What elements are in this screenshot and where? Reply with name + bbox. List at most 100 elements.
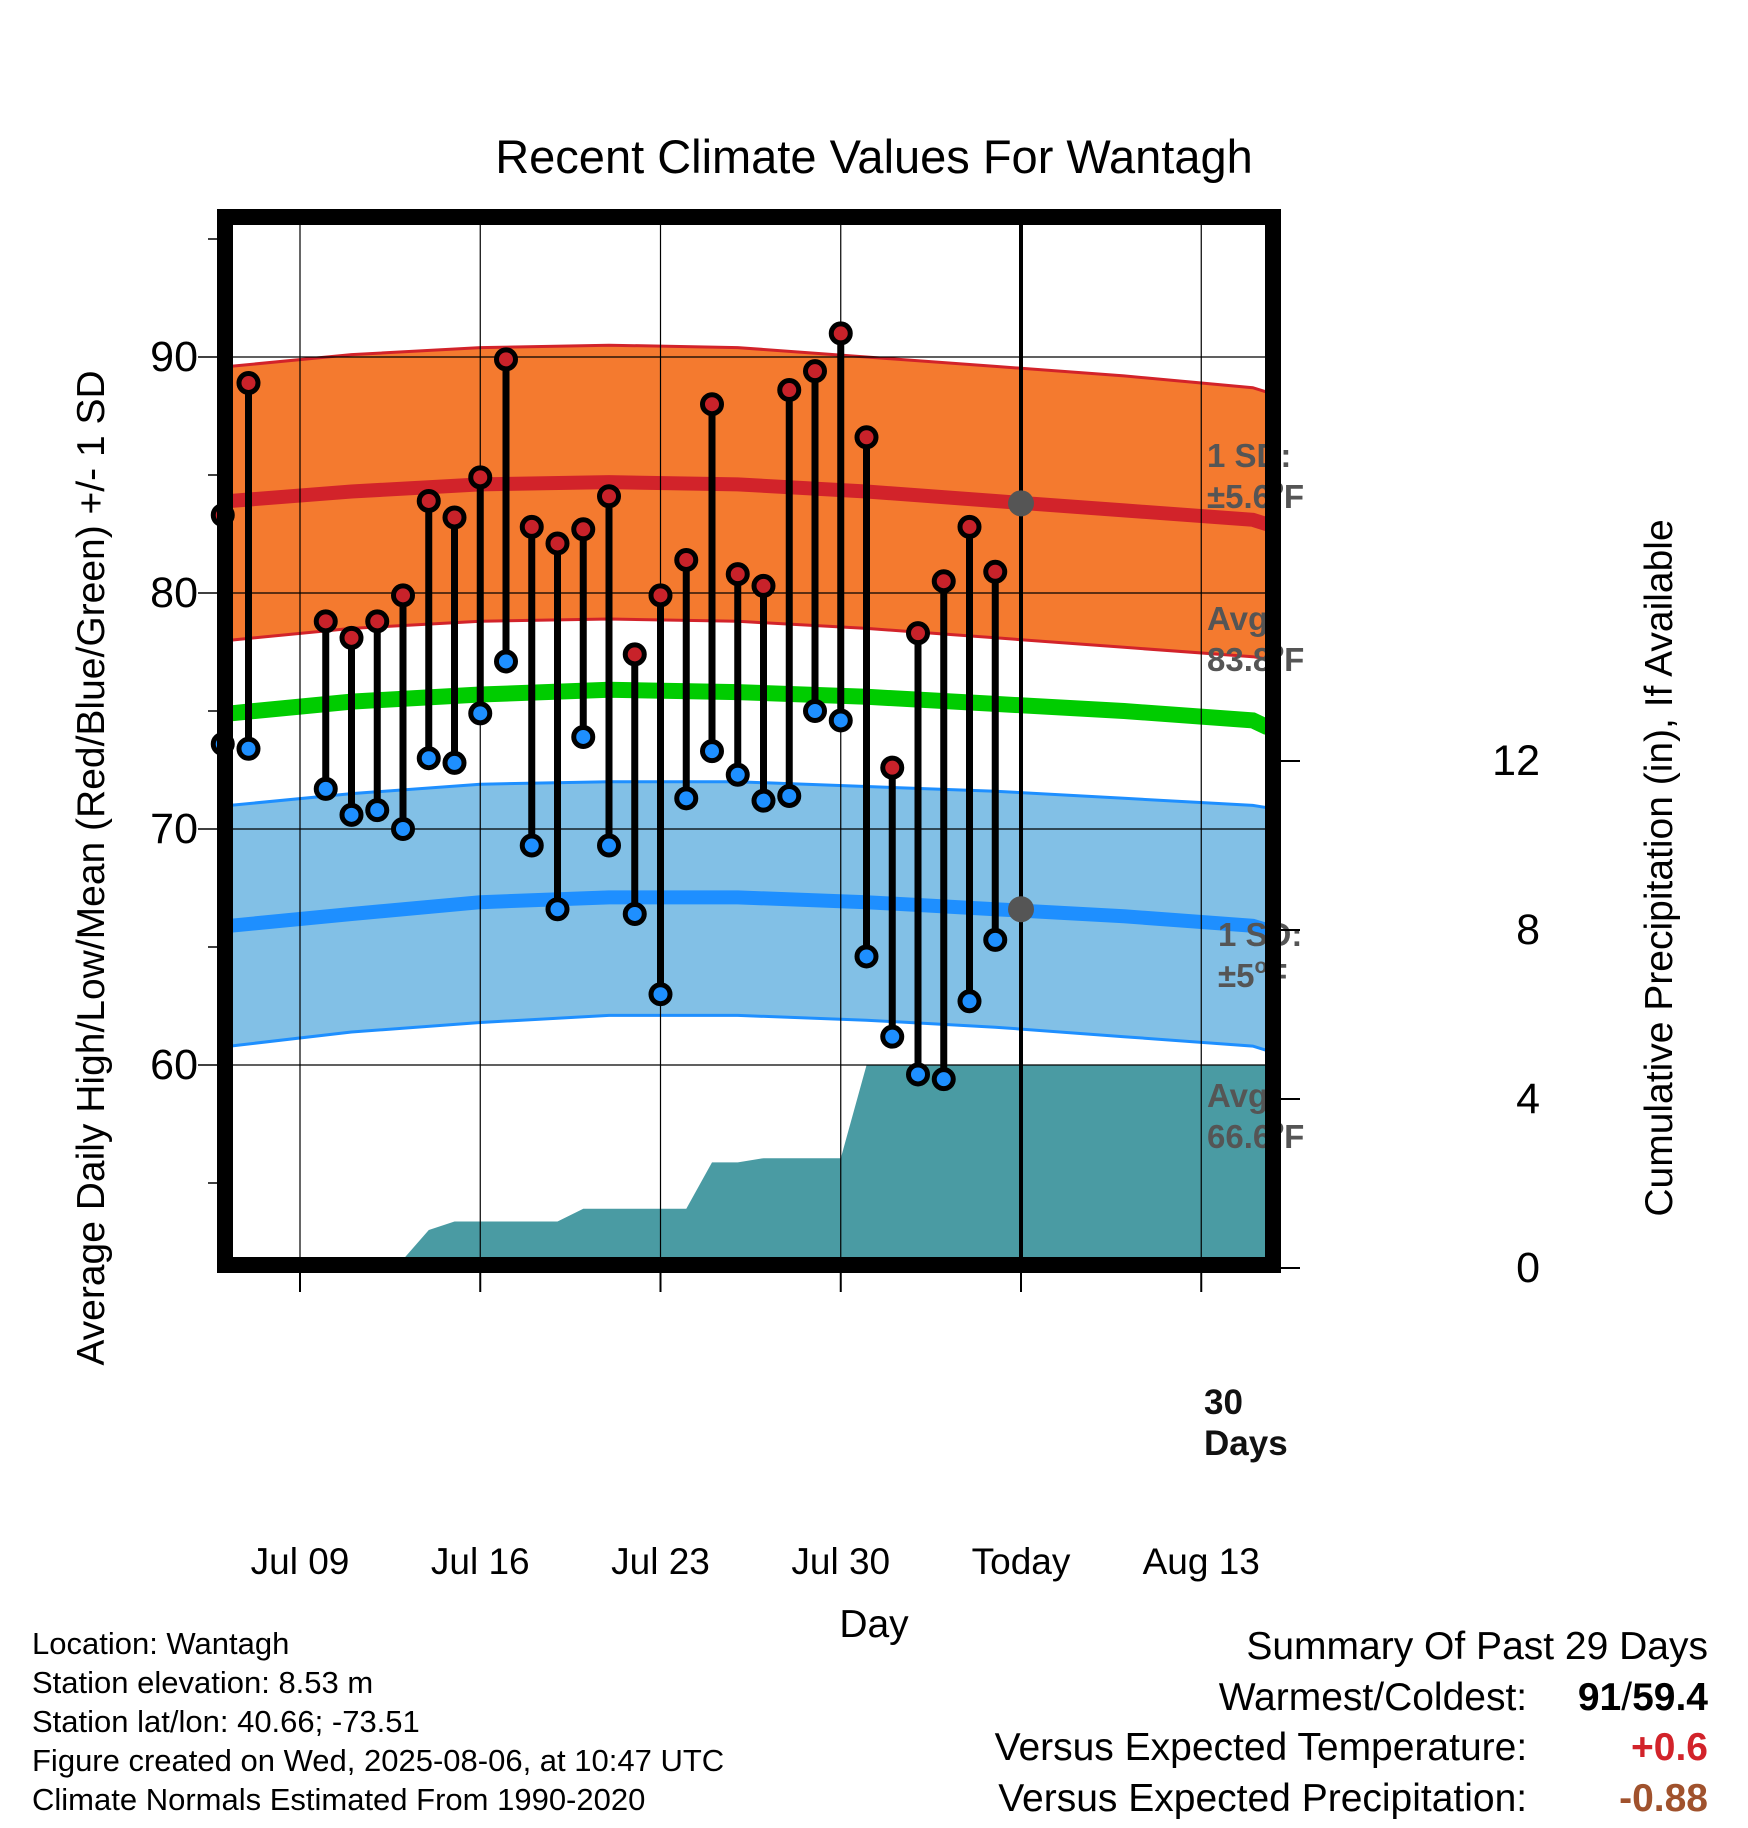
daily-high-point xyxy=(468,465,493,490)
x-tick-label: Jul 09 xyxy=(251,1541,350,1582)
daily-low-point xyxy=(880,1024,905,1049)
daily-low-point xyxy=(777,783,802,808)
daily-low-point xyxy=(339,802,364,827)
summary-temp-row: Versus Expected Temperature: +0.6 xyxy=(995,1725,1708,1771)
daily-high-point xyxy=(545,531,570,556)
high-sd-annotation-number: ±5.6 xyxy=(1207,478,1271,515)
summary-precip-row: Versus Expected Precipitation: -0.88 xyxy=(998,1776,1708,1822)
x-tick-label: Aug 13 xyxy=(1143,1541,1260,1582)
low-sd-annotation-degree: o xyxy=(1254,955,1267,978)
daily-high-point xyxy=(957,514,982,539)
mean-avg-line xyxy=(229,681,1272,735)
daily-high-point xyxy=(313,609,338,634)
x-tick-label: Jul 23 xyxy=(611,1541,710,1582)
daily-high-point xyxy=(519,514,544,539)
daily-low-point xyxy=(494,649,518,674)
daily-low-point xyxy=(545,897,570,922)
daily-low-point xyxy=(674,786,699,811)
high-avg-annotation-unit: F xyxy=(1284,641,1304,678)
daily-high-point xyxy=(648,583,673,608)
daily-high-point xyxy=(365,609,390,634)
daily-high-point xyxy=(597,484,621,509)
daily-low-point xyxy=(957,989,982,1014)
chart-title: Recent Climate Values For Wantagh xyxy=(495,130,1253,183)
daily-high-point xyxy=(571,517,596,542)
low-sd-band xyxy=(230,781,1268,1051)
y2-tick-label: 12 xyxy=(1492,737,1540,785)
days-number: 30 xyxy=(1204,1383,1243,1422)
daily-high-point xyxy=(803,359,827,384)
x-tick-label: Today xyxy=(972,1541,1071,1582)
x-axis-label: Day xyxy=(839,1603,909,1646)
footer-location: Location: Wantagh xyxy=(32,1626,290,1661)
daily-high-point xyxy=(236,370,261,395)
daily-low-point xyxy=(931,1067,956,1092)
footer-latlon: Station lat/lon: 40.66; -73.51 xyxy=(32,1704,420,1739)
daily-high-point xyxy=(391,583,415,608)
days-word: Days xyxy=(1204,1424,1288,1463)
daily-high-point xyxy=(906,621,930,646)
daily-low-point xyxy=(622,901,647,926)
high-sd-annotation-unit: F xyxy=(1284,478,1304,515)
high-sd-annotation-value: ±5.6oF xyxy=(1207,476,1304,515)
high-sd-lower-line xyxy=(229,617,1269,661)
high-avg-annotation-number: 83.8 xyxy=(1207,641,1271,678)
y2-tick-label: 4 xyxy=(1516,1075,1540,1123)
high-avg-annotation-value: 83.8oF xyxy=(1207,639,1304,678)
low-sd-lower-line xyxy=(229,1013,1269,1053)
y2-tick-label: 0 xyxy=(1516,1244,1540,1292)
daily-high-point xyxy=(494,347,518,372)
daily-low-point xyxy=(751,788,776,813)
high-sd-band xyxy=(230,345,1268,660)
y-axis-label: Average Daily High/Low/Mean (Red/Blue/Gr… xyxy=(70,370,113,1365)
daily-low-point xyxy=(391,817,415,841)
daily-high-point xyxy=(751,573,776,598)
daily-low-point xyxy=(236,736,261,761)
high-sd-upper-line xyxy=(229,343,1269,394)
x-tick-label: Jul 16 xyxy=(431,1541,530,1582)
low-avg-annotation-number: 66.6 xyxy=(1207,1118,1271,1155)
summary-title: Summary Of Past 29 Days xyxy=(1246,1625,1708,1668)
summary-warmest-value: 91/59.4 xyxy=(1538,1675,1708,1721)
footer-created: Figure created on Wed, 2025-08-06, at 10… xyxy=(32,1743,725,1778)
y2-axis-label: Cumulative Precipitation (in), If Availa… xyxy=(1638,519,1681,1216)
low-avg-annotation-unit: F xyxy=(1284,1118,1304,1155)
daily-low-point xyxy=(416,746,441,771)
today-low-marker xyxy=(1008,896,1034,923)
daily-low-point xyxy=(571,724,596,749)
daily-low-point xyxy=(648,982,673,1007)
low-sd-annotation-label: 1 SD: xyxy=(1218,916,1302,953)
summary-precip-label: Versus Expected Precipitation: xyxy=(998,1777,1528,1820)
daily-high-point xyxy=(931,569,956,594)
y-tick-label: 90 xyxy=(150,333,198,381)
y-tick-label: 80 xyxy=(150,569,198,617)
daily-high-point xyxy=(854,425,879,450)
daily-low-point xyxy=(597,833,621,858)
footer-normals: Climate Normals Estimated From 1990-2020 xyxy=(32,1782,646,1817)
y-tick-label: 60 xyxy=(150,1041,198,1089)
low-sd-annotation-number: ±5 xyxy=(1218,957,1254,994)
daily-high-point xyxy=(442,505,467,530)
footer-elevation: Station elevation: 8.53 m xyxy=(32,1665,374,1700)
x-tick-label: Jul 30 xyxy=(791,1541,890,1582)
daily-high-point xyxy=(983,559,1008,584)
daily-low-point xyxy=(906,1062,930,1087)
daily-high-point xyxy=(700,392,724,417)
summary-precip-value: -0.88 xyxy=(1619,1777,1708,1820)
y-tick-label: 70 xyxy=(150,805,198,853)
daily-low-point xyxy=(854,944,879,969)
low-sd-upper-line xyxy=(229,780,1269,810)
daily-high-point xyxy=(674,547,699,572)
daily-low-point xyxy=(725,762,750,787)
summary-warmest-label: Warmest/Coldest: xyxy=(1218,1676,1528,1719)
daily-high-point xyxy=(725,562,750,587)
summary-warmest-hi: 91 xyxy=(1577,1676,1622,1719)
plot-frame xyxy=(217,209,1281,1273)
daily-low-point xyxy=(365,798,390,823)
daily-low-point xyxy=(519,833,544,858)
summary-warmest-lo: 59.4 xyxy=(1632,1676,1708,1719)
daily-high-point xyxy=(880,755,905,780)
precip-area xyxy=(230,1065,1268,1268)
summary-temp-label: Versus Expected Temperature: xyxy=(994,1726,1528,1769)
